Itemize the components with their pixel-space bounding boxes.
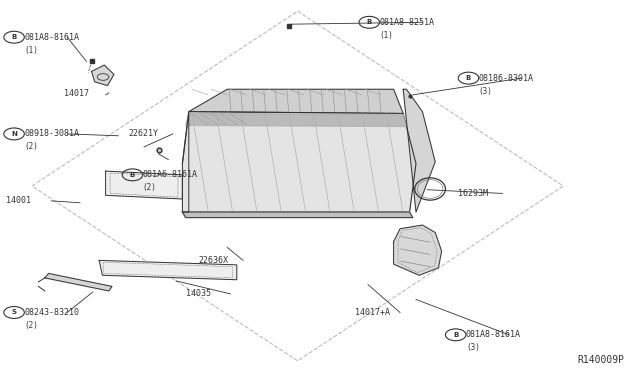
- Polygon shape: [92, 65, 114, 86]
- Text: 08918-3081A: 08918-3081A: [24, 129, 79, 138]
- Text: 22636X: 22636X: [198, 256, 228, 265]
- Text: 081A8-8161A: 081A8-8161A: [24, 33, 79, 42]
- Text: B: B: [466, 75, 471, 81]
- Text: B: B: [12, 34, 17, 40]
- Text: 14017: 14017: [64, 89, 89, 97]
- Text: 08243-83210: 08243-83210: [24, 308, 79, 317]
- Text: 14017+A: 14017+A: [355, 308, 390, 317]
- Polygon shape: [99, 260, 237, 280]
- Text: B: B: [130, 172, 135, 178]
- Text: 14035: 14035: [186, 289, 211, 298]
- Polygon shape: [394, 225, 442, 275]
- Text: (1): (1): [24, 46, 38, 55]
- Text: 081A8-8251A: 081A8-8251A: [380, 18, 435, 27]
- Text: 081A8-8161A: 081A8-8161A: [466, 330, 521, 339]
- Text: (2): (2): [143, 183, 157, 192]
- Text: N: N: [11, 131, 17, 137]
- Text: 14001: 14001: [6, 196, 31, 205]
- Text: (3): (3): [479, 87, 493, 96]
- Text: (3): (3): [466, 343, 480, 352]
- Text: 22621Y: 22621Y: [128, 129, 158, 138]
- Text: 08186-8301A: 08186-8301A: [479, 74, 534, 83]
- Text: (2): (2): [24, 321, 38, 330]
- Polygon shape: [182, 212, 413, 218]
- Text: (1): (1): [380, 31, 394, 40]
- Text: B: B: [367, 19, 372, 25]
- Text: (2): (2): [24, 142, 38, 151]
- Text: 16293M: 16293M: [458, 189, 488, 198]
- Text: B: B: [453, 332, 458, 338]
- Polygon shape: [186, 113, 406, 126]
- Text: R140009P: R140009P: [577, 355, 624, 365]
- Polygon shape: [182, 112, 416, 212]
- Text: 081A6-8161A: 081A6-8161A: [143, 170, 198, 179]
- Polygon shape: [189, 89, 403, 113]
- Polygon shape: [106, 171, 182, 199]
- Polygon shape: [45, 273, 112, 291]
- Text: S: S: [12, 310, 17, 315]
- Polygon shape: [403, 89, 435, 212]
